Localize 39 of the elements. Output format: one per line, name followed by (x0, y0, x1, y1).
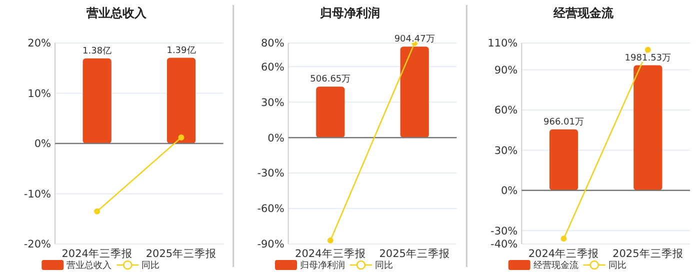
legend-label: 营业总收入 (66, 260, 112, 272)
legend-label: 同比 (608, 260, 626, 272)
x-tick-label: 2024年三季报 (295, 247, 366, 260)
y-tick-label: 30% (494, 144, 518, 157)
data-label: 1.38亿 (82, 45, 112, 56)
chart-title: 归母净利润 (319, 6, 380, 20)
y-tick-label: 60% (260, 61, 284, 74)
y-tick-label: -60% (257, 203, 284, 216)
x-tick-label: 2025年三季报 (612, 247, 684, 260)
chart-title: 经营现金流 (552, 6, 614, 20)
x-tick-label: 2024年三季报 (528, 247, 600, 260)
data-label: 966.01万 (544, 117, 584, 128)
y-tick-label: -10% (24, 188, 52, 200)
y-tick-label: 0% (34, 138, 52, 150)
y-tick-label: 80% (260, 38, 284, 50)
legend-label: 同比 (375, 260, 393, 272)
legend-label: 同比 (142, 260, 160, 272)
data-label: 506.65万 (310, 74, 351, 85)
legend-label: 归母净利润 (300, 260, 345, 272)
y-tick-label: 60% (494, 104, 518, 117)
y-tick-label: -20% (24, 238, 52, 251)
y-tick-label: 0% (500, 185, 518, 198)
x-tick-label: 2024年三季报 (62, 247, 132, 260)
y-tick-label: 0% (268, 132, 284, 144)
y-tick-label: 10% (28, 88, 52, 100)
data-label: 904.47万 (394, 34, 435, 45)
y-tick-label: 90% (494, 64, 518, 76)
y-tick-label: -90% (257, 238, 284, 251)
y-tick-label: 110% (488, 38, 518, 50)
y-tick-label: 20% (28, 38, 52, 50)
data-label: 1.39亿 (166, 44, 196, 56)
legend-label: 经营现金流 (533, 260, 578, 272)
chart-title: 营业总收入 (86, 6, 148, 20)
y-tick-label: -30% (257, 168, 284, 180)
x-tick-label: 2025年三季报 (379, 247, 450, 260)
x-tick-label: 2025年三季报 (146, 247, 217, 260)
y-tick-label: -40% (490, 238, 518, 251)
y-tick-label: 30% (260, 96, 284, 109)
y-tick-label: -30% (490, 225, 518, 238)
